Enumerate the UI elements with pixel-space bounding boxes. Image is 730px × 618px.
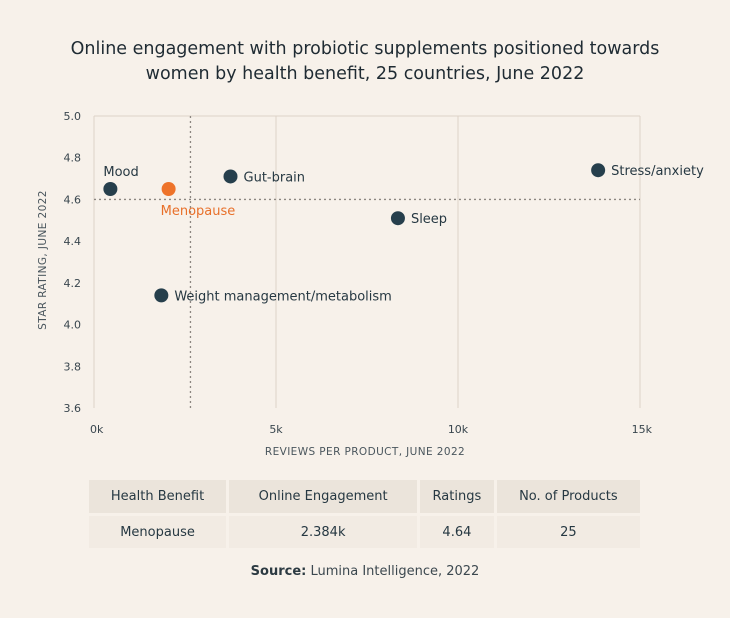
data-point-label: Weight management/metabolism [174, 289, 391, 304]
data-point-label: Gut-brain [244, 170, 306, 185]
y-tick-label: 3.8 [64, 360, 82, 373]
x-tick-label: 5k [269, 423, 283, 436]
table-cell-health-benefit: Menopause [89, 516, 230, 548]
table-header-no-of-products: No. of Products [496, 480, 640, 516]
y-tick-label: 4.6 [64, 193, 82, 206]
data-point-label: Menopause [161, 204, 236, 219]
data-point [154, 288, 169, 303]
source-label: Source: [250, 564, 307, 579]
table-cell-online-engagement: 2.384k [229, 516, 421, 548]
chart-title-line-1: Online engagement with probiotic supplem… [70, 39, 660, 59]
scatter-chart: 3.6 3.8 4.0 4.2 4.4 4.6 4.8 5.0 0k 5k 10k 15k REVIEW… [37, 110, 704, 458]
data-point-label: Mood [103, 165, 138, 180]
data-point-label: Stress/anxiety [611, 164, 704, 179]
y-tick-label: 3.6 [64, 402, 82, 415]
y-tick-label: 5.0 [64, 110, 82, 123]
data-point [161, 182, 176, 196]
table-row: Menopause 2.384k 4.64 25 [89, 516, 640, 548]
x-tick-label: 10k [448, 423, 469, 436]
data-point [223, 169, 238, 184]
data-point [591, 163, 606, 178]
table-cell-no-of-products: 25 [496, 516, 640, 548]
data-point-label: Sleep [411, 212, 447, 227]
y-tick-label: 4.0 [64, 319, 82, 332]
data-point [390, 211, 405, 226]
table-cell-ratings: 4.64 [420, 516, 497, 548]
x-axis-label: REVIEWS PER PRODUCT, JUNE 2022 [265, 446, 465, 458]
source-text: Lumina Intelligence, 2022 [306, 564, 480, 579]
x-tick-label: 15k [632, 423, 653, 436]
y-tick-label: 4.2 [64, 277, 82, 290]
chart-title-line-2: women by health benefit, 25 countries, J… [145, 64, 585, 84]
table-header-row: Health Benefit Online Engagement Ratings… [89, 480, 640, 516]
summary-table: Health Benefit Online Engagement Ratings… [89, 480, 640, 548]
chart-title: Online engagement with probiotic supplem… [40, 37, 690, 87]
x-tick-label: 0k [90, 423, 104, 436]
table-header-ratings: Ratings [420, 480, 497, 516]
y-tick-label: 4.4 [64, 235, 82, 248]
table-header-online-engagement: Online Engagement [229, 480, 421, 516]
table-header-health-benefit: Health Benefit [89, 480, 230, 516]
source-note: Source: Lumina Intelligence, 2022 [0, 564, 730, 579]
y-tick-label: 4.8 [64, 152, 82, 165]
data-point [103, 182, 118, 196]
y-axis-label: STAR RATING, JUNE 2022 [37, 190, 49, 330]
